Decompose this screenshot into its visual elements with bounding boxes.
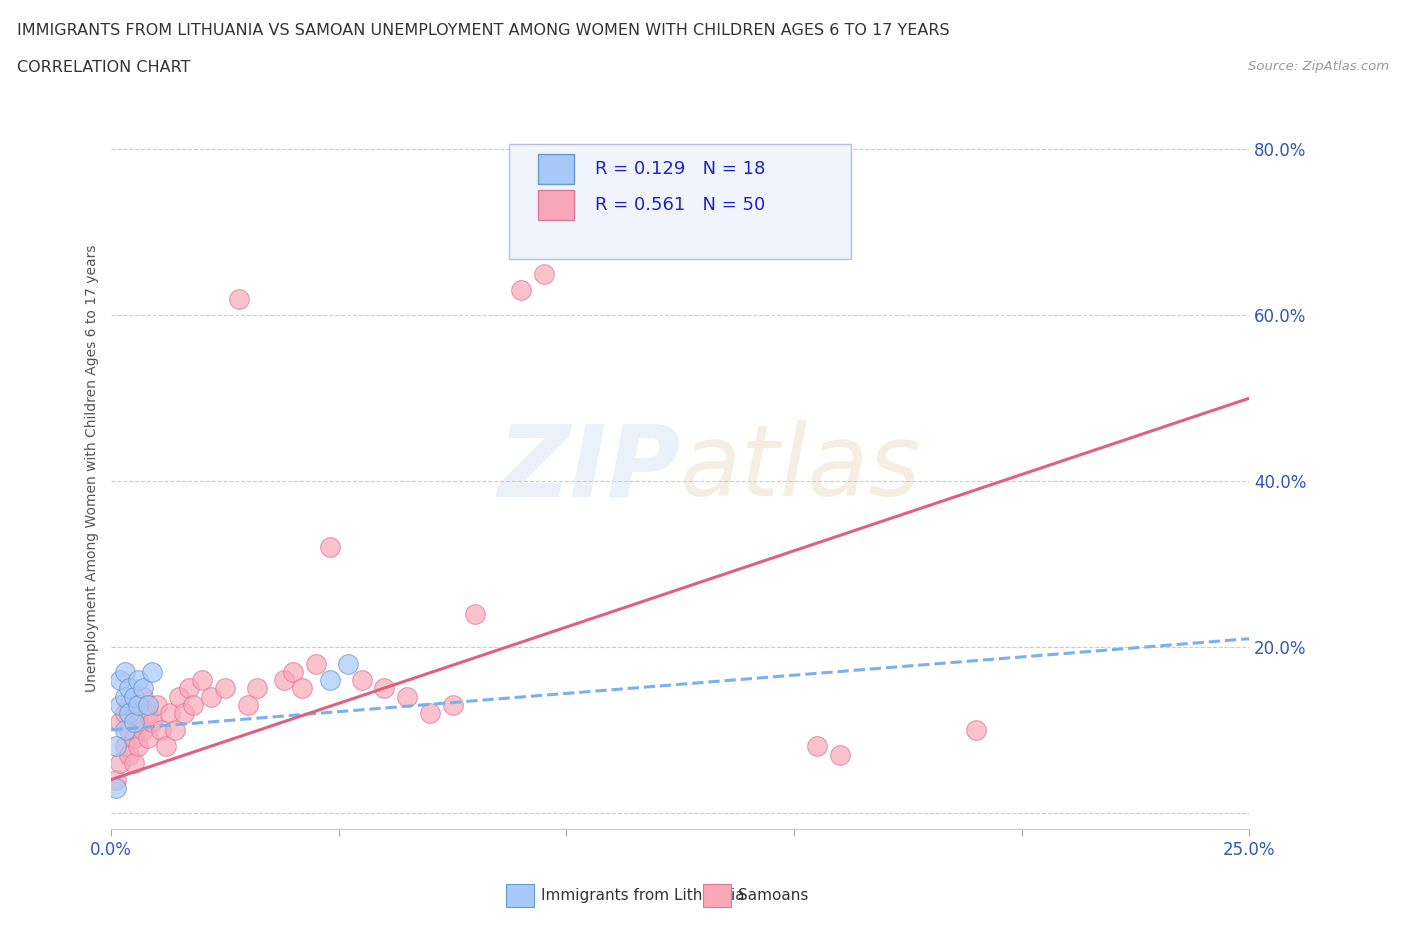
Point [114, 706, 136, 721]
Point [122, 698, 145, 712]
Point [114, 723, 136, 737]
Text: Samoans: Samoans [738, 888, 808, 903]
Point [273, 672, 295, 687]
Point [318, 672, 340, 687]
Point [127, 714, 149, 729]
Point [350, 672, 373, 687]
Point [114, 739, 136, 754]
Point [122, 731, 145, 746]
Point [191, 672, 214, 687]
Text: R = 0.129   N = 18: R = 0.129 N = 18 [595, 160, 765, 178]
Point [136, 731, 159, 746]
Text: atlas: atlas [681, 420, 922, 517]
Point [118, 748, 141, 763]
Point [127, 698, 149, 712]
Point [122, 689, 145, 704]
Point [246, 681, 269, 696]
Point [159, 706, 181, 721]
Point [200, 689, 222, 704]
Point [141, 714, 163, 729]
Point [104, 739, 127, 754]
Point [155, 739, 177, 754]
Point [132, 723, 155, 737]
Point [118, 681, 141, 696]
Point [318, 540, 340, 555]
Point [122, 714, 145, 729]
Point [214, 681, 236, 696]
Point [114, 664, 136, 679]
Point [145, 698, 167, 712]
Point [509, 283, 531, 298]
Point [132, 681, 155, 696]
Point [236, 698, 259, 712]
Point [127, 739, 149, 754]
Point [228, 291, 250, 306]
Text: IMMIGRANTS FROM LITHUANIA VS SAMOAN UNEMPLOYMENT AMONG WOMEN WITH CHILDREN AGES : IMMIGRANTS FROM LITHUANIA VS SAMOAN UNEM… [17, 23, 949, 38]
Point [177, 681, 200, 696]
Point [163, 723, 186, 737]
Point [108, 698, 131, 712]
Point [169, 689, 191, 704]
Point [118, 706, 141, 721]
Point [118, 698, 141, 712]
Point [136, 706, 159, 721]
Point [108, 672, 131, 687]
Point [136, 698, 159, 712]
Point [150, 723, 173, 737]
Text: CORRELATION CHART: CORRELATION CHART [17, 60, 190, 75]
Point [141, 664, 163, 679]
Point [173, 706, 195, 721]
Point [118, 723, 141, 737]
Point [108, 714, 131, 729]
Point [108, 755, 131, 770]
Text: R = 0.561   N = 50: R = 0.561 N = 50 [595, 196, 765, 214]
Point [828, 748, 851, 763]
Point [373, 681, 395, 696]
Point [291, 681, 314, 696]
Point [395, 689, 418, 704]
Point [464, 606, 486, 621]
Text: Source: ZipAtlas.com: Source: ZipAtlas.com [1249, 60, 1389, 73]
Point [181, 698, 204, 712]
FancyBboxPatch shape [538, 153, 574, 184]
Point [114, 689, 136, 704]
Text: ZIP: ZIP [498, 420, 681, 517]
Point [132, 689, 155, 704]
Point [336, 657, 359, 671]
Point [965, 723, 987, 737]
Point [104, 780, 127, 795]
Point [127, 672, 149, 687]
FancyBboxPatch shape [538, 190, 574, 219]
Point [283, 664, 305, 679]
Point [533, 266, 555, 281]
Point [806, 739, 828, 754]
Point [441, 698, 464, 712]
Point [419, 706, 441, 721]
Point [122, 755, 145, 770]
Text: Immigrants from Lithuania: Immigrants from Lithuania [541, 888, 745, 903]
Y-axis label: Unemployment Among Women with Children Ages 6 to 17 years: Unemployment Among Women with Children A… [86, 245, 100, 693]
Point [104, 772, 127, 787]
Point [305, 657, 328, 671]
FancyBboxPatch shape [509, 144, 851, 259]
